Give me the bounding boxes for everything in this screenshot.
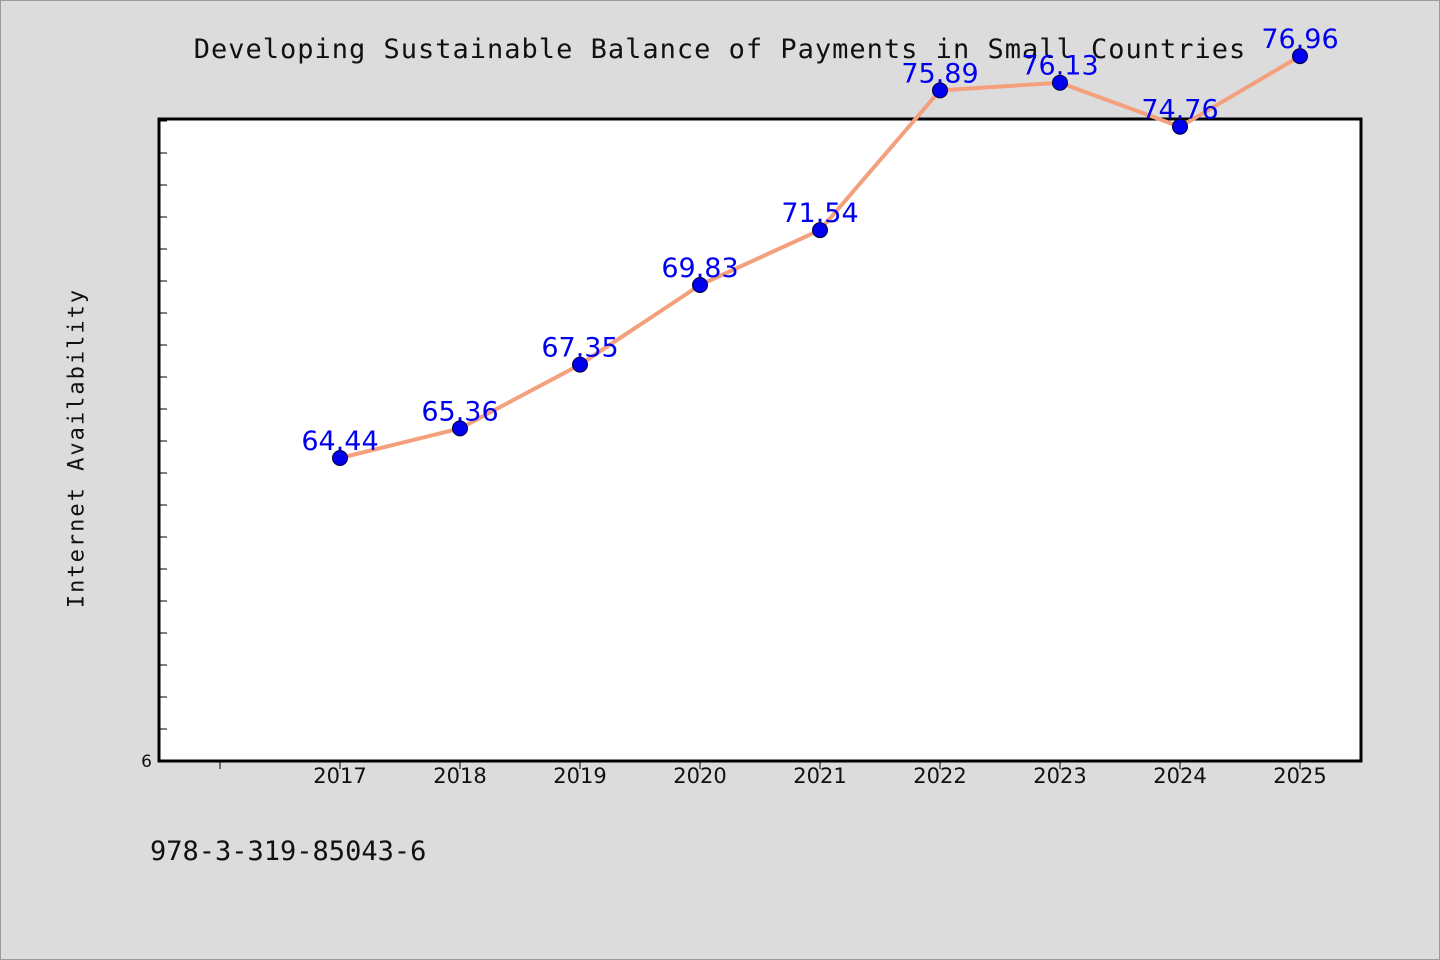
- y-axis-ticks: [159, 120, 167, 730]
- data-point: [332, 450, 348, 466]
- chart-title: Developing Sustainable Balance of Paymen…: [193, 34, 1247, 65]
- x-tick-label: 2018: [433, 764, 486, 788]
- data-label: 75.89: [901, 58, 978, 89]
- data-label: 64.44: [301, 426, 378, 457]
- x-tick-label: 2019: [553, 764, 606, 788]
- data-point: [572, 356, 588, 373]
- data-label: 76.96: [1261, 24, 1338, 55]
- data-point: [452, 420, 468, 437]
- plot-area: [157, 117, 1363, 763]
- x-tick-label: 2024: [1153, 764, 1206, 788]
- data-label: 69.83: [661, 253, 738, 284]
- series-group: 64.44 65.36 67.35 69.83 71.54 75.89 76.13 74.76…: [301, 24, 1339, 466]
- data-label: 67.35: [541, 333, 618, 364]
- x-axis-tick-labels: 2017 2018 2019 2020 2021 2022 2023 2024 2025: [313, 764, 1326, 788]
- x-tick-label: 2025: [1273, 764, 1326, 788]
- x-tick-label: 2017: [313, 764, 366, 788]
- data-label: 74.76: [1141, 95, 1218, 126]
- data-label: 76.13: [1021, 51, 1098, 82]
- x-tick-label: 2023: [1033, 764, 1086, 788]
- x-tick-label: 2021: [793, 764, 846, 788]
- data-point: [812, 222, 828, 239]
- y-tick-label: 6: [141, 752, 152, 772]
- data-point: [932, 82, 948, 99]
- data-point: [1172, 118, 1188, 135]
- data-label: 65.36: [421, 396, 498, 427]
- isbn-text: 978-3-319-85043-6: [150, 836, 427, 867]
- data-label: 71.54: [781, 198, 858, 229]
- data-point: [1052, 74, 1068, 91]
- data-point: [692, 277, 708, 293]
- x-axis-ticks: [219, 761, 1301, 769]
- x-tick-label: 2020: [673, 764, 726, 788]
- data-point: [1292, 48, 1308, 65]
- x-tick-label: 2022: [913, 764, 966, 788]
